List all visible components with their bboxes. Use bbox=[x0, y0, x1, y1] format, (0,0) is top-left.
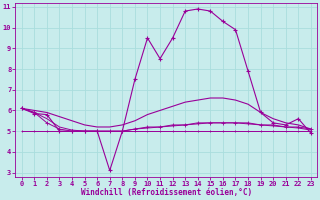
X-axis label: Windchill (Refroidissement éolien,°C): Windchill (Refroidissement éolien,°C) bbox=[81, 188, 252, 197]
